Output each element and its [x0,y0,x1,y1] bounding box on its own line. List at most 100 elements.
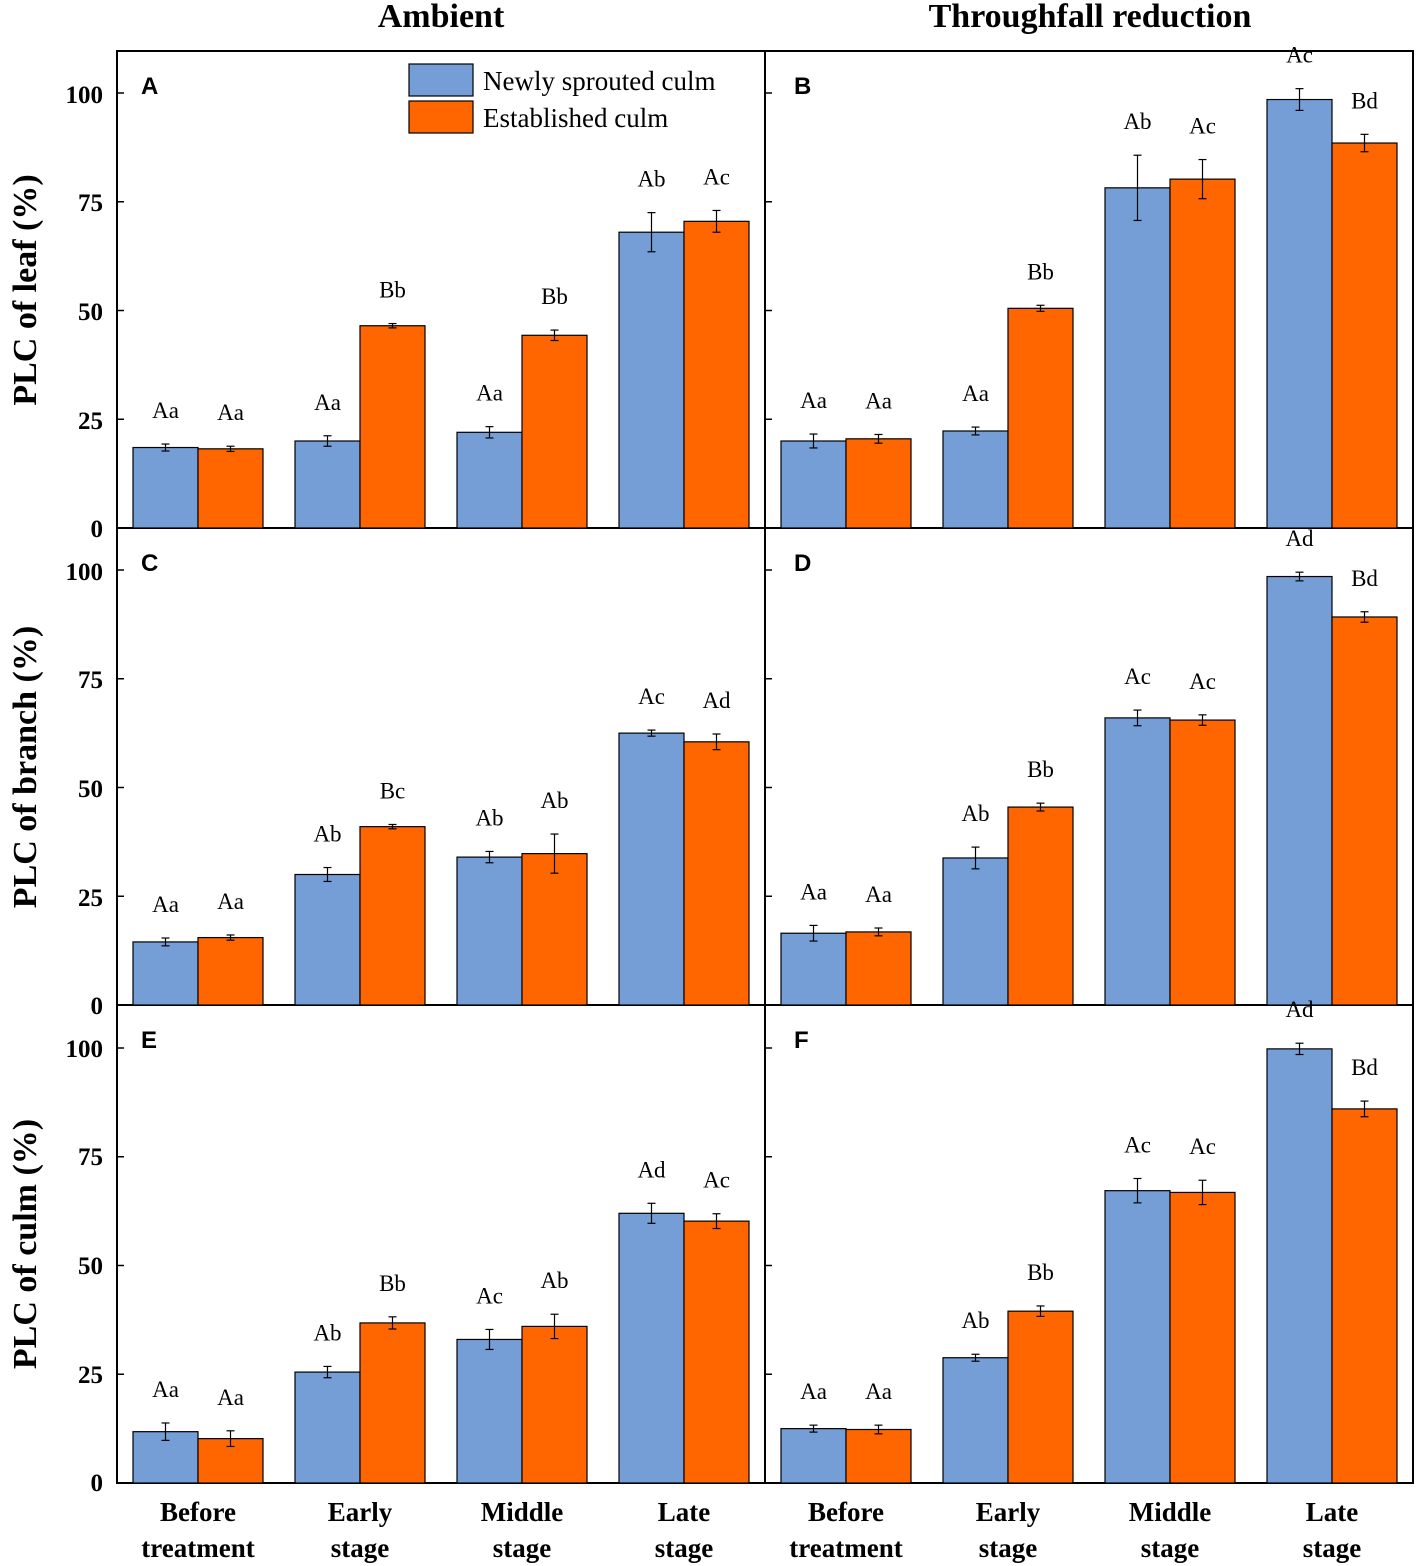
bar-a-newly [294,440,361,529]
bar-c-established [521,853,588,1006]
y-axis-top: 0 25 50 75 100 [66,82,104,543]
y-tick-label: 100 [66,82,104,109]
bar-f-newly [942,1357,1009,1484]
y-tick-label: 0 [91,1470,104,1497]
significance-label-a: Ac [703,164,730,189]
bar-f-established [1007,1310,1074,1484]
significance-label-a: Ab [637,167,665,192]
bar-a-newly [456,431,523,529]
legend-swatch-newly [408,63,474,97]
panel-letter-a: A [141,73,158,100]
bar-a-established [683,220,750,529]
y-tick-label: 25 [78,885,103,912]
bar-b-newly [942,430,1009,529]
significance-label-d: Ab [961,801,989,826]
bar-b-established [1169,178,1236,529]
y-tick-label: 75 [78,1144,103,1171]
y-tick-label: 25 [78,408,103,435]
bar-a-established [197,448,264,529]
panel-letter-c: C [141,550,158,577]
bar-d-established [1331,616,1398,1006]
significance-label-f: Bb [1027,1260,1054,1285]
bar-c-established [359,826,426,1006]
y-tick-label: 75 [78,667,103,694]
significance-label-f: Ab [961,1308,989,1333]
legend-label-established: Established culm [483,103,668,133]
significance-label-d: Aa [800,879,827,904]
bar-e-newly [618,1212,685,1484]
significance-label-c: Bc [380,778,406,803]
row-label-leaf: PLC of leaf (%) [7,174,44,405]
y-tick-label: 50 [78,1253,103,1280]
x-tick-label-line2: treatment [141,1533,254,1563]
significance-label-e: Ab [540,1268,568,1293]
x-tick-label-line1: Before [160,1497,236,1527]
bar-a-established [359,325,426,529]
x-tick-label-line2: stage [979,1533,1037,1563]
significance-label-c: Ab [540,788,568,813]
significance-label-e: Ad [637,1157,666,1182]
bar-e-established [683,1220,750,1484]
significance-label-b: Bb [1027,259,1054,284]
significance-label-c: Ac [638,684,665,709]
significance-label-d: Ac [1189,669,1216,694]
bar-a-newly [618,231,685,529]
significance-label-f: Aa [800,1379,827,1404]
significance-label-a: Bb [541,284,568,309]
x-tick-label-line2: treatment [789,1533,902,1563]
significance-label-f: Aa [865,1379,892,1404]
bar-e-established [359,1322,426,1484]
bar-f-newly [1266,1048,1333,1484]
bar-b-established [1007,307,1074,529]
bar-e-established [521,1325,588,1484]
chart-marks: Aa Aa Aa Ab Aa Bb Bb Ac Aa Aa Ab Ac Aa Bb Ac Bd Aa Ab Ab Ac… [117,43,1398,1484]
bar-f-established [845,1428,912,1484]
bar-d-established [1169,719,1236,1006]
bar-d-established [845,931,912,1006]
significance-label-b: Ac [1286,43,1313,68]
significance-label-b: Aa [800,388,827,413]
significance-label-c: Ab [475,805,503,830]
bar-e-newly [456,1338,523,1484]
bar-d-newly [1104,717,1171,1006]
legend-label-newly: Newly sprouted culm [483,66,715,96]
panel-letter-b: B [794,73,811,100]
significance-label-d: Ac [1124,664,1151,689]
y-tick-label: 75 [78,190,103,217]
bar-a-established [521,334,588,529]
significance-label-f: Bd [1351,1055,1378,1080]
panel-letter-e: E [141,1027,157,1054]
y-tick-label: 0 [91,516,104,543]
legend: Newly sprouted culm Established culm [408,63,715,134]
significance-label-d: Bd [1351,566,1378,591]
x-axis-ambient: Before treatment Early stage Middle stag… [141,1497,713,1563]
legend-swatch-established [408,100,474,134]
significance-label-c: Ad [702,688,731,713]
panel-letter-f: F [794,1027,809,1054]
x-axis-throughfall: Before treatment Early stage Middle stag… [789,1497,1361,1563]
significance-label-a: Aa [217,400,244,425]
bar-c-newly [132,941,199,1006]
bar-b-newly [1266,98,1333,529]
bar-e-newly [294,1371,361,1484]
significance-label-a: Bb [379,278,406,303]
significance-label-a: Aa [314,390,341,415]
column-header-throughfall: Throughfall reduction [929,0,1252,35]
y-tick-label: 0 [91,993,104,1020]
bar-d-established [1007,806,1074,1006]
bar-d-newly [780,932,847,1006]
x-tick-label-line2: stage [493,1533,551,1563]
bar-e-established [197,1438,264,1484]
significance-label-b: Ac [1189,114,1216,139]
significance-label-e: Ac [476,1283,503,1308]
bar-b-established [845,438,912,529]
y-tick-label: 25 [78,1362,103,1389]
y-axis-bottom: 0 25 50 75 100 [66,1036,104,1497]
bar-d-newly [942,857,1009,1006]
significance-label-a: Aa [476,381,503,406]
significance-label-a: Aa [152,398,179,423]
significance-label-c: Ab [313,822,341,847]
significance-label-c: Aa [152,892,179,917]
significance-label-b: Bd [1351,88,1378,113]
